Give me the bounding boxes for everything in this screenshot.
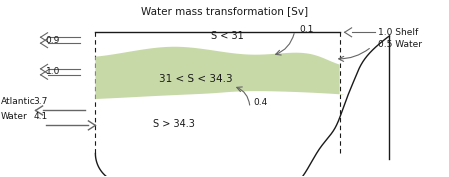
- Text: Water: Water: [1, 112, 27, 121]
- Text: 4.1: 4.1: [33, 112, 48, 121]
- Text: Atlantic: Atlantic: [1, 98, 35, 107]
- Polygon shape: [95, 47, 344, 99]
- Text: S < 31: S < 31: [211, 31, 244, 41]
- Text: 0.1: 0.1: [300, 25, 314, 34]
- Text: S > 34.3: S > 34.3: [153, 119, 195, 129]
- Text: 1.0 Shelf: 1.0 Shelf: [378, 28, 418, 37]
- Text: 3.7: 3.7: [33, 98, 48, 107]
- Text: Water mass transformation [Sv]: Water mass transformation [Sv]: [141, 6, 308, 16]
- Text: 0.5 Water: 0.5 Water: [378, 40, 422, 49]
- Text: 1.0: 1.0: [45, 67, 60, 76]
- Text: 31 < S < 34.3: 31 < S < 34.3: [159, 74, 233, 84]
- Text: 0.9: 0.9: [45, 36, 60, 45]
- Text: 0.4: 0.4: [253, 98, 267, 107]
